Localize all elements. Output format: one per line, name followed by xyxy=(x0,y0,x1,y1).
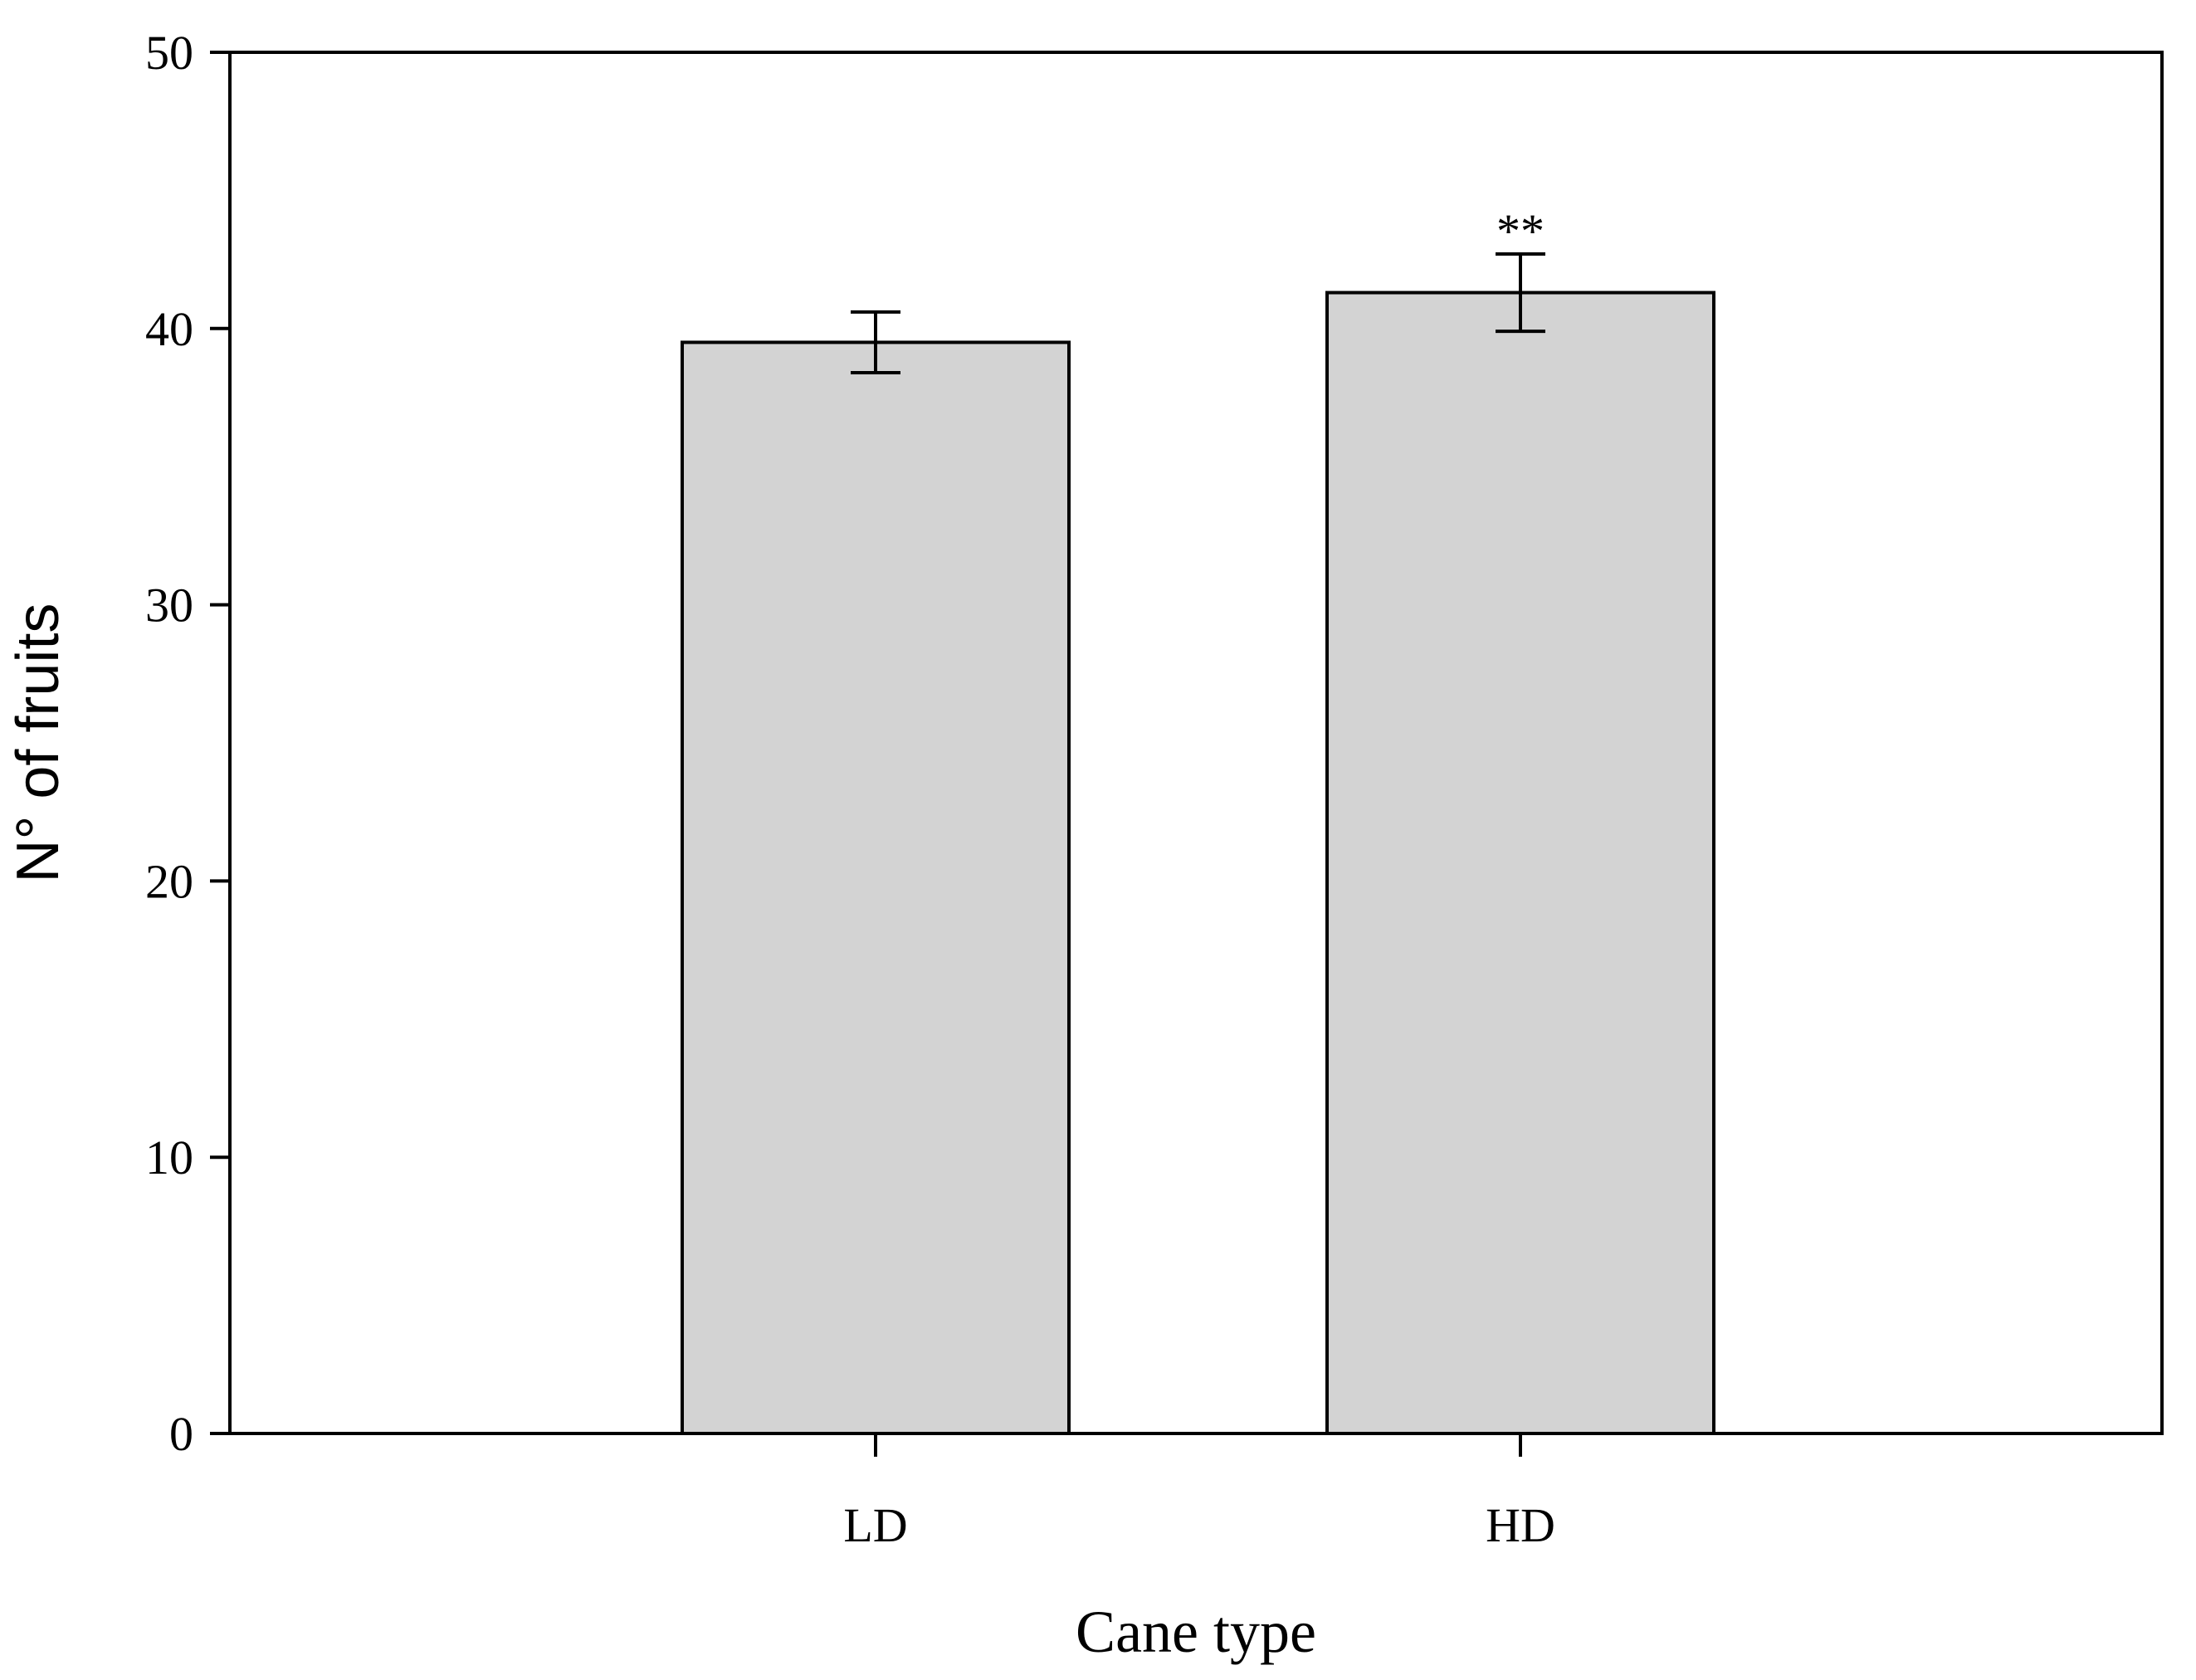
annotations-layer: ** xyxy=(1496,204,1545,258)
y-axis: 0 10 20 30 40 50 xyxy=(145,26,230,1461)
y-tick-label-30: 30 xyxy=(145,579,193,632)
bars-layer xyxy=(681,291,1715,1436)
x-axis-title: Cane type xyxy=(1076,1599,1316,1665)
bar-hd xyxy=(1325,291,1715,1435)
x-tick-label-hd: HD xyxy=(1486,1498,1555,1552)
y-tick-label-0: 0 xyxy=(169,1407,193,1461)
plot-frame xyxy=(228,51,2164,1435)
y-tick-label-40: 40 xyxy=(145,302,193,356)
significance-annotation-hd: ** xyxy=(1496,204,1545,258)
error-bars-layer xyxy=(851,252,1545,375)
x-tick-label-ld: LD xyxy=(843,1498,907,1552)
bar-ld xyxy=(681,340,1071,1436)
y-tick-label-20: 20 xyxy=(145,854,193,908)
x-axis: LD HD xyxy=(843,1433,1555,1552)
y-tick-label-50: 50 xyxy=(145,26,193,80)
y-tick-label-10: 10 xyxy=(145,1131,193,1184)
y-axis-title: N° of fruits xyxy=(5,603,71,883)
